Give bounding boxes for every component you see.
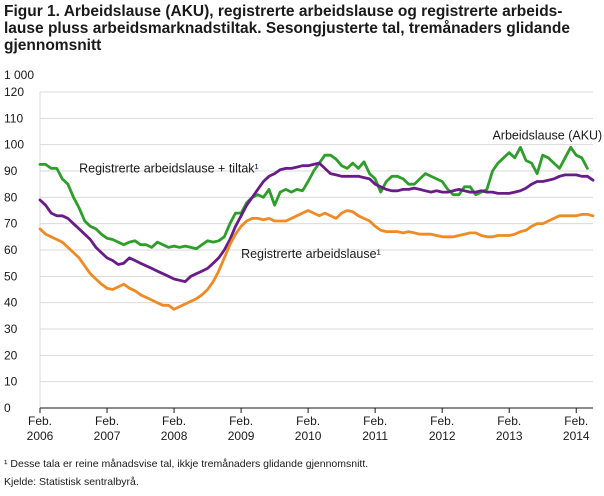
y-tick-label: 10	[4, 375, 18, 389]
x-tick-label: Feb.	[229, 414, 253, 428]
series-annotation-2: Registrerte arbeidslause + tiltak¹	[79, 161, 259, 175]
x-tick-label: 2008	[161, 429, 188, 443]
x-tick-label: 2006	[27, 429, 54, 443]
x-tick-label: Feb.	[162, 414, 186, 428]
series-line-1	[38, 145, 589, 251]
x-tick-label: 2007	[94, 429, 121, 443]
chart-title: Figur 1. Arbeidslause (AKU), registrerte…	[4, 3, 570, 54]
y-tick-label: 40	[4, 296, 18, 310]
series-line-2	[38, 161, 595, 283]
y-tick-label: 80	[4, 190, 18, 204]
series-annotation-3: Registrerte arbeidslause¹	[241, 247, 381, 261]
x-tick-label: Feb.	[28, 414, 52, 428]
x-tick-label: Feb.	[497, 414, 521, 428]
y-tick-label: 70	[4, 217, 18, 231]
footnote: ¹ Desse tala er reine månadsvise tal, ik…	[4, 458, 369, 470]
x-tick-label: 2012	[429, 429, 456, 443]
y-tick-label: 50	[4, 269, 18, 283]
x-tick-label: Feb.	[296, 414, 320, 428]
x-tick-label: 2010	[295, 429, 322, 443]
axes: 1 0000102030405060708090100110120Feb.200…	[4, 68, 593, 443]
x-tick-label: Feb.	[363, 414, 387, 428]
y-unit-label: 1 000	[4, 68, 34, 82]
series-annotation-1: Arbeidslause (AKU)	[492, 128, 602, 142]
x-tick-label: 2013	[496, 429, 523, 443]
y-tick-label: 120	[4, 85, 24, 99]
y-tick-label: 100	[4, 138, 24, 152]
y-tick-label: 110	[4, 111, 23, 125]
source-note: Kjelde: Statistisk sentralbyrå.	[4, 476, 139, 488]
x-tick-label: Feb.	[95, 414, 119, 428]
y-tick-label: 60	[4, 243, 18, 257]
series-lines	[38, 145, 595, 311]
x-tick-label: 2014	[563, 429, 590, 443]
x-tick-label: Feb.	[564, 414, 588, 428]
y-tick-label: 30	[4, 322, 18, 336]
y-tick-label: 90	[4, 164, 18, 178]
gridlines	[39, 91, 593, 408]
y-tick-label: 20	[4, 348, 18, 362]
x-tick-label: 2009	[228, 429, 255, 443]
x-tick-label: 2011	[362, 429, 388, 443]
y-tick-label: 0	[4, 401, 11, 415]
series-annotations: Arbeidslause (AKU) Registrerte arbeidslau…	[79, 128, 602, 261]
series-line-3	[38, 209, 595, 311]
x-tick-label: Feb.	[430, 414, 454, 428]
